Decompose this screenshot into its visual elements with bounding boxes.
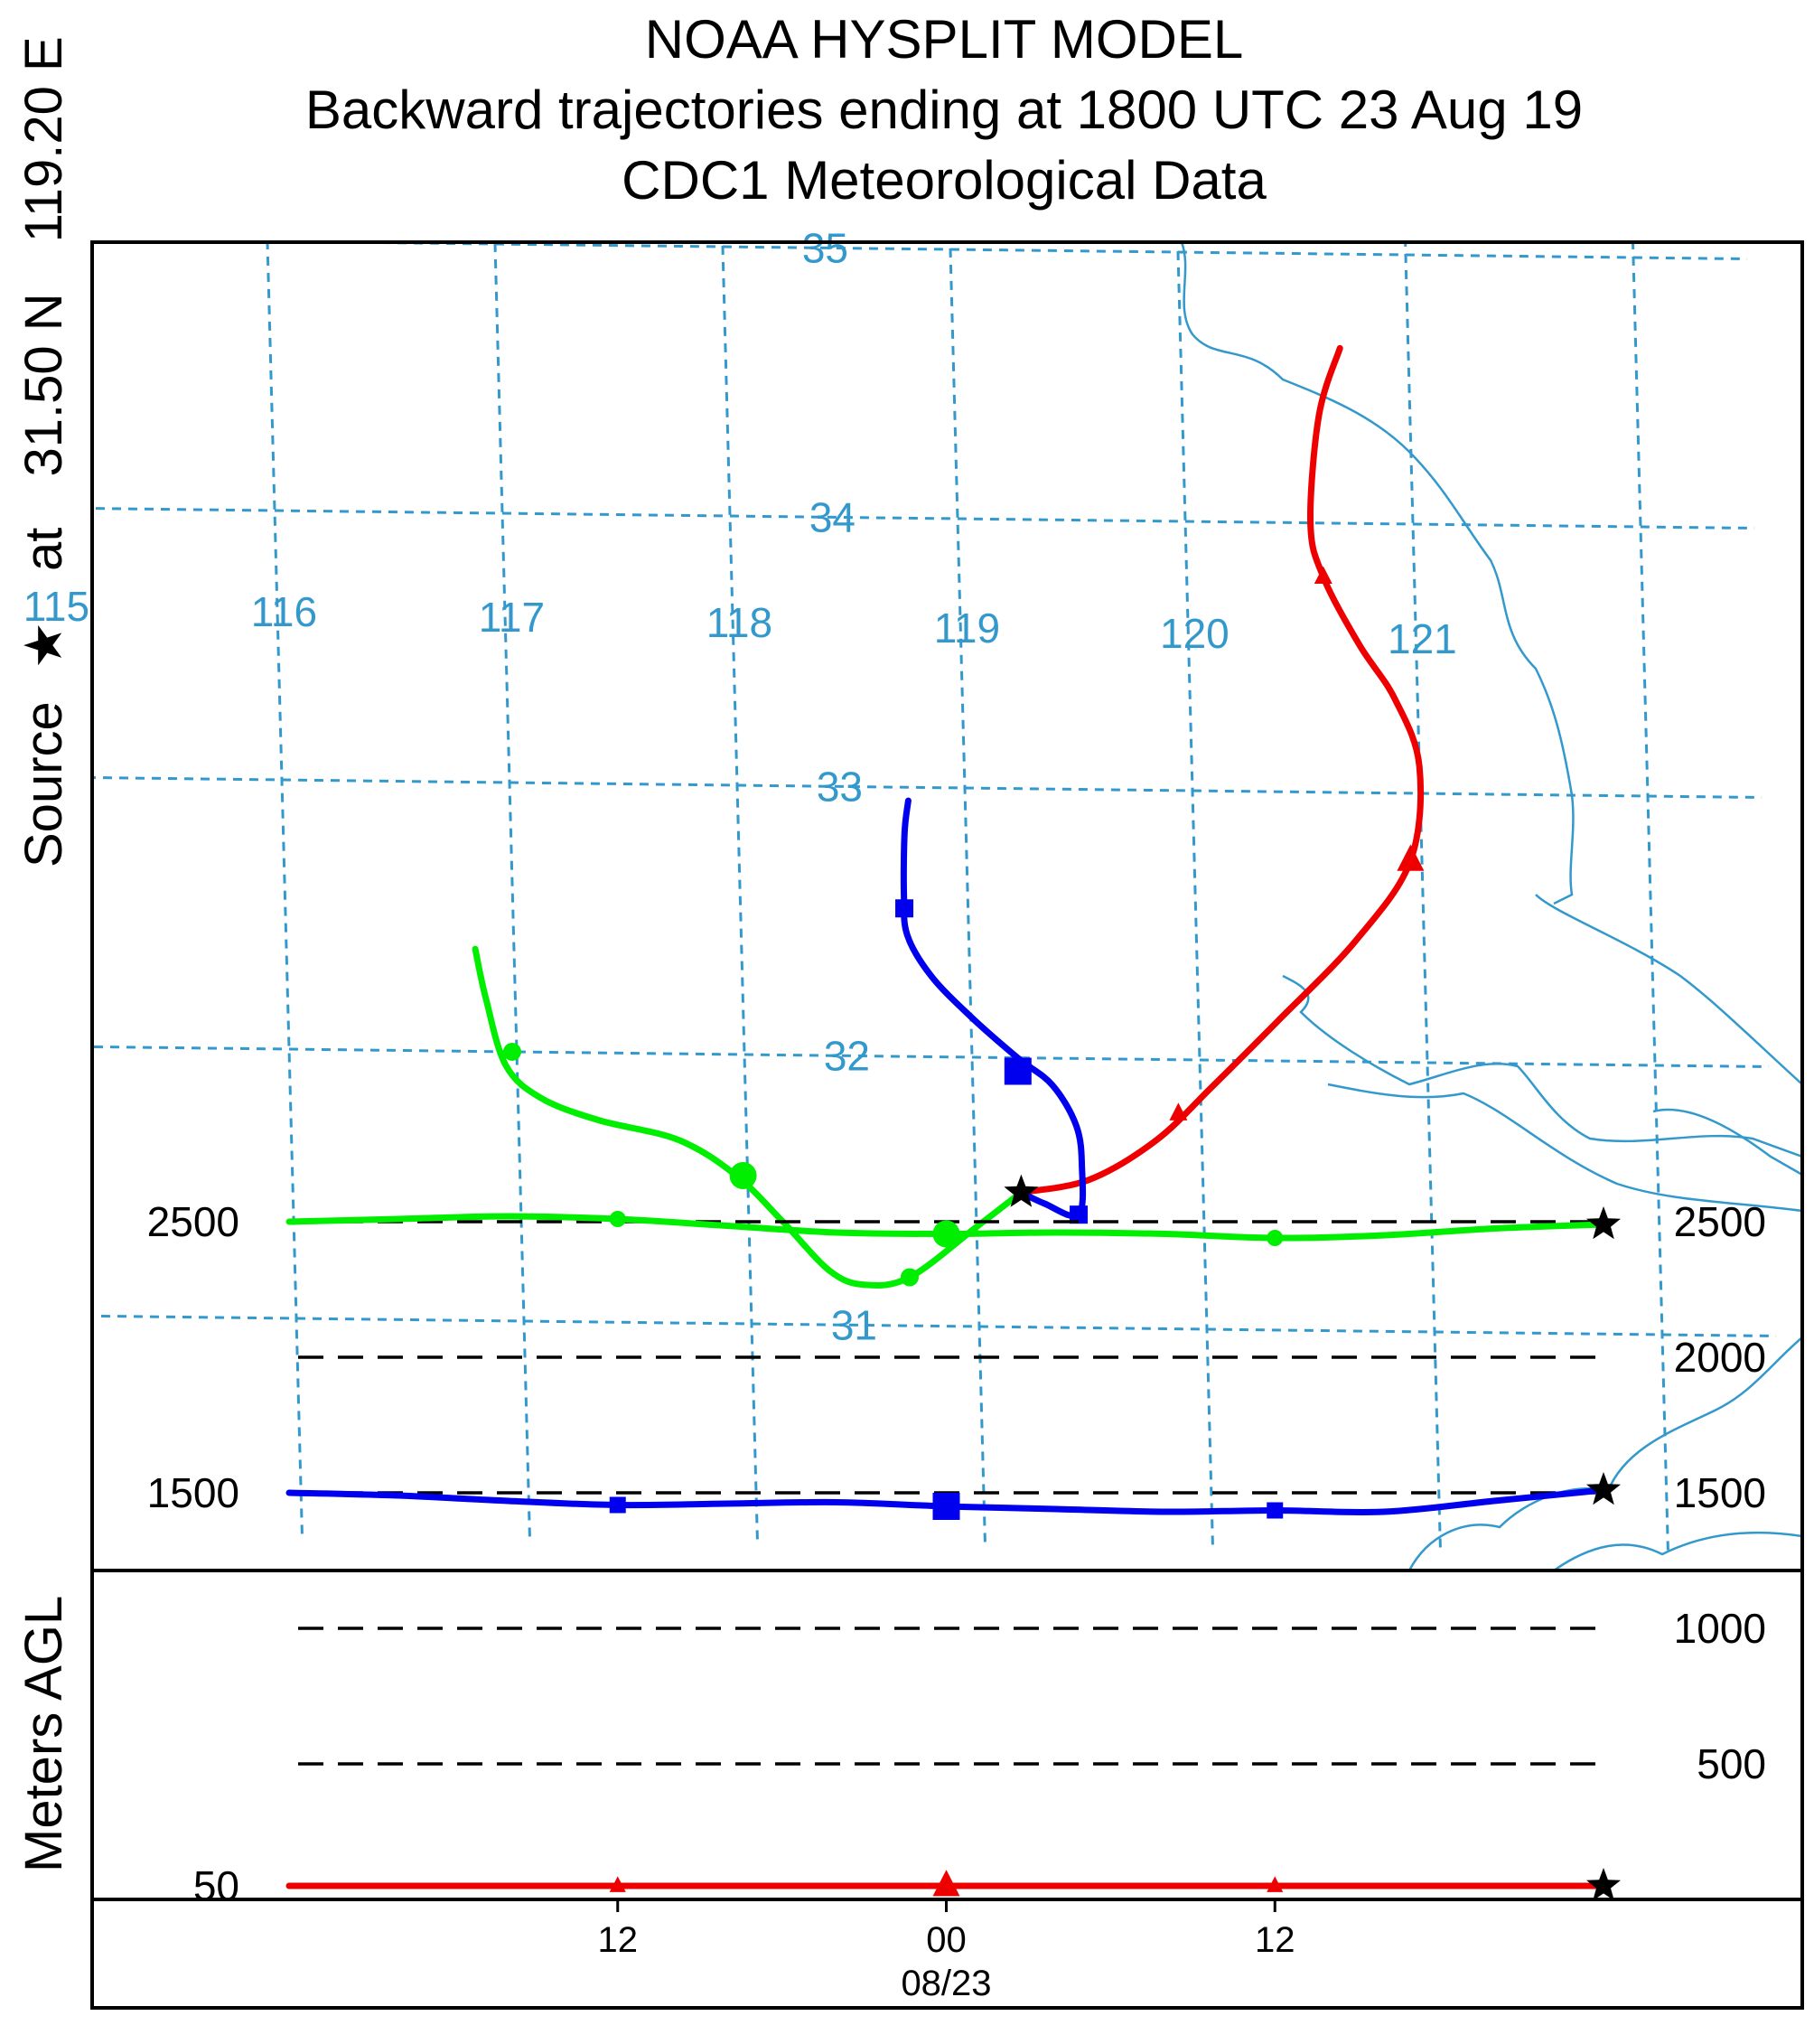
map-frame: [90, 240, 1804, 1572]
latitude-label: 32: [824, 1032, 870, 1079]
trajectory-marker-circle: [729, 1162, 757, 1190]
parallel-30: [0, 1581, 1783, 1606]
latitude-label: 31: [831, 1301, 877, 1348]
coastline-path-island: [1652, 1108, 1802, 1177]
parallel-34: [92, 507, 1755, 530]
height-marker-square: [932, 1493, 960, 1520]
left-height-label: 50: [193, 1862, 239, 1909]
trajectory-marker-square: [895, 899, 914, 918]
height-trajectories: [285, 1206, 1621, 1901]
svg-text:Source ★ at: Source ★ at 31.50 N 119.20 E: [14, 36, 73, 867]
at-word: at: [14, 528, 73, 571]
height-marker-circle: [932, 1220, 960, 1248]
right-height-label: 500: [1697, 1740, 1766, 1787]
parallel-31: [92, 1314, 1777, 1337]
coastline-path-estuary: [1282, 974, 1802, 1158]
longitude-label: 118: [706, 599, 772, 646]
trajectory-marker-circle: [502, 1042, 521, 1061]
right-height-label: 1000: [1674, 1605, 1766, 1652]
right-height-label: 2500: [1674, 1198, 1766, 1245]
latitude-label: 33: [817, 763, 863, 810]
height-source-star-icon: [1586, 1868, 1621, 1901]
trajectory-marker-square: [1004, 1057, 1032, 1085]
height-marker-circle: [609, 1211, 626, 1227]
height-marker-triangle: [1267, 1876, 1284, 1892]
longitude-label: 117: [479, 594, 545, 641]
height-source-star-icon: [1586, 1472, 1621, 1505]
coastline-path-bay: [1553, 1531, 1802, 1571]
trajectory-marker-triangle: [1169, 1102, 1188, 1120]
longitude-label: 121: [1388, 615, 1457, 662]
time-axis-ticks: 12 00 12 08/23: [598, 1899, 1295, 2003]
map-panel: 115 116 117 118 119 120 121 35 34 33 32 31: [0, 224, 1804, 1606]
title-line-3: CDC1 Meteorological Data: [622, 150, 1267, 211]
time-tick-label: 12: [598, 1920, 639, 1960]
map-grid-labels: 115 116 117 118 119 120 121 35 34 33 32 31: [23, 224, 1457, 1348]
source-star-icon: ★: [14, 622, 73, 669]
source-word: Source: [14, 701, 73, 867]
coastline-path: [1180, 242, 1575, 905]
date-label: 08/23: [901, 1964, 991, 2003]
source-latitude: 31.50 N: [14, 293, 73, 476]
source-star-icon: [1004, 1174, 1039, 1207]
trajectory-line-square: [900, 797, 1087, 1220]
latitude-label: 34: [809, 493, 856, 540]
source-longitude: 119.20 E: [14, 36, 73, 242]
trajectory-line-triangle: [1017, 344, 1425, 1196]
coastline-path-estuary-s: [1327, 1083, 1802, 1213]
right-height-label: 2000: [1674, 1334, 1766, 1381]
right-height-label: 1500: [1674, 1469, 1766, 1516]
longitude-label: 119: [934, 605, 1000, 652]
longitude-label: 115: [23, 583, 89, 630]
coastline-path-estuary-n: [1535, 894, 1802, 1085]
vertical-axis-label: Meters AGL: [14, 1596, 73, 1872]
trajectory-marker-circle: [900, 1268, 919, 1287]
coastline: [1180, 242, 1802, 1571]
trajectory-marker-triangle: [1314, 566, 1332, 584]
height-marker-triangle: [932, 1870, 960, 1897]
height-marker-square: [1267, 1502, 1284, 1519]
left-height-label: 1500: [147, 1469, 239, 1516]
map-trajectories: [472, 344, 1425, 1289]
vertical-profile-panel: 2500 1500 50 2500 2000 1500 1000 500 12 00 12 08/2…: [14, 1198, 1804, 2010]
trajectory-marker-triangle: [1397, 844, 1425, 871]
height-marker-triangle: [609, 1876, 626, 1892]
profile-frame: [90, 1569, 1804, 2010]
parallel-35: [226, 242, 1748, 260]
time-tick-label: 12: [1255, 1920, 1295, 1960]
title-line-2: Backward trajectories ending at 1800 UTC…: [305, 80, 1583, 140]
longitude-label: 116: [251, 588, 317, 635]
parallel-32: [92, 1045, 1770, 1068]
height-marker-circle: [1267, 1230, 1284, 1246]
trajectory-marker-square: [1070, 1205, 1089, 1224]
height-marker-square: [609, 1496, 626, 1514]
height-labels: 2500 1500 50 2500 2000 1500 1000 500: [147, 1198, 1766, 1909]
parallel-33: [92, 776, 1763, 799]
height-source-star-icon: [1586, 1206, 1621, 1240]
time-tick-label: 00: [926, 1920, 967, 1960]
left-height-label: 2500: [147, 1198, 239, 1245]
source-location-label: Source ★ at 31.50 N 119.20 E: [14, 36, 73, 867]
title-line-1: NOAA HYSPLIT MODEL: [645, 9, 1243, 70]
longitude-label: 120: [1160, 610, 1230, 657]
map-gridlines: [0, 242, 1783, 1606]
latitude-label: 35: [802, 224, 848, 271]
